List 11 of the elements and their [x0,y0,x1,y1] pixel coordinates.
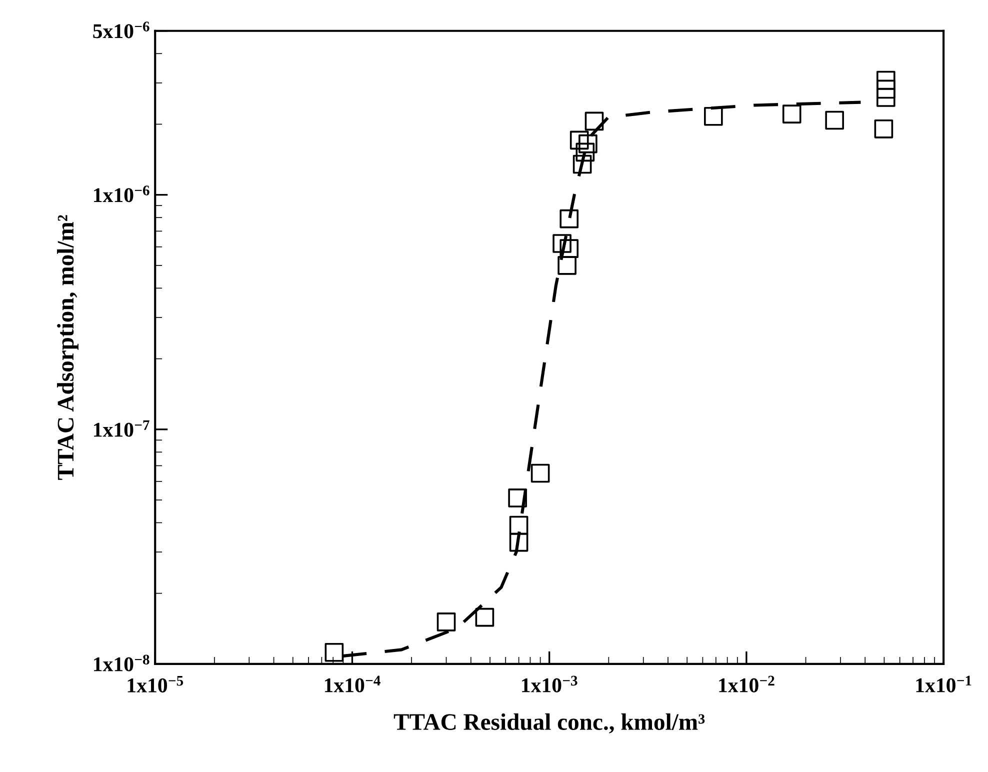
x-tick-label: 1x10$^{−4}$ [324,676,380,692]
x-tick-label: 1x10$^{−5}$ [128,676,184,692]
x-axis-title: TTAC Residual conc., kmol/m³ [394,713,705,734]
y-tick-label: 1x10$^{−6}$ [94,186,150,202]
y-tick-label: 1x10$^{−7}$ [94,420,150,437]
y-tick-label: 1x10$^{−8}$ [94,654,150,672]
x-tick-label: 1x10$^{−3}$ [522,676,578,692]
y-axis-title: TTAC Adsorption, mol/m² [57,215,78,480]
x-tick-label: 1x10$^{−1}$ [916,676,972,692]
y-tick-label: 5x10$^{−6}$ [93,22,150,38]
x-tick-label: 1x10$^{−2}$ [719,676,774,692]
